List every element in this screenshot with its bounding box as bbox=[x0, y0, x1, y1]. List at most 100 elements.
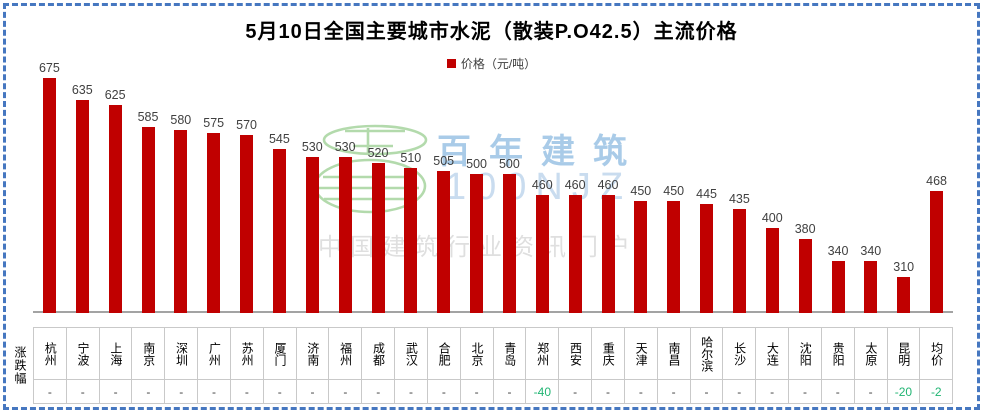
city-name-cell: 太原 bbox=[854, 328, 887, 380]
change-value-cell: - bbox=[441, 384, 446, 399]
price-bar bbox=[75, 100, 89, 313]
table-column: 深圳 - bbox=[164, 328, 198, 403]
table-column: 南京 - bbox=[131, 328, 165, 403]
chart-legend: 价格（元/吨） bbox=[0, 55, 983, 72]
legend-label: 价格（元/吨） bbox=[460, 57, 537, 71]
change-value-cell: - bbox=[343, 384, 348, 399]
price-bar bbox=[404, 168, 418, 313]
bar-value-label: 575 bbox=[203, 116, 225, 130]
city-name-cell: 青岛 bbox=[493, 328, 526, 380]
bar-value-label: 530 bbox=[301, 140, 323, 154]
change-row-label: 涨跌幅 bbox=[13, 346, 27, 385]
bar-value-label: 460 bbox=[531, 178, 553, 192]
bar-value-label: 340 bbox=[860, 244, 882, 258]
city-name-cell: 厦门 bbox=[263, 328, 296, 380]
price-bar bbox=[174, 130, 188, 313]
change-value-cell: - bbox=[802, 384, 807, 399]
table-column: 重庆 - bbox=[591, 328, 624, 403]
city-name-cell: 均价 bbox=[920, 328, 953, 380]
change-value-cell: -2 bbox=[930, 384, 942, 399]
table-column: 福州 - bbox=[328, 328, 362, 403]
table-column: 青岛 - bbox=[492, 328, 526, 403]
price-bar bbox=[338, 157, 352, 313]
city-name-cell: 深圳 bbox=[165, 328, 198, 380]
change-value-cell: - bbox=[113, 384, 118, 399]
change-value-cell: - bbox=[310, 384, 315, 399]
change-value-cell: - bbox=[409, 384, 414, 399]
bar-value-label: 450 bbox=[663, 184, 685, 198]
change-value-cell: - bbox=[179, 384, 184, 399]
price-bar bbox=[108, 105, 122, 313]
price-bar bbox=[831, 261, 845, 313]
change-value-cell: -40 bbox=[533, 384, 551, 399]
city-name-cell: 成都 bbox=[362, 328, 395, 380]
bar-value-label: 450 bbox=[630, 184, 652, 198]
watermark-brand-text: 百年建筑 bbox=[437, 133, 645, 171]
change-value-cell: - bbox=[573, 384, 578, 399]
price-bar bbox=[864, 261, 878, 313]
price-bar bbox=[272, 149, 286, 313]
chart-title: 5月10日全国主要城市水泥（散装P.O42.5）主流价格 bbox=[245, 21, 738, 43]
bar-value-label: 460 bbox=[564, 178, 586, 192]
bar-value-label: 520 bbox=[367, 146, 389, 160]
city-name-cell: 哈尔滨 bbox=[690, 328, 723, 380]
change-value-cell: - bbox=[737, 384, 742, 399]
price-bar bbox=[798, 239, 812, 313]
table-column: 天津 - bbox=[623, 328, 657, 403]
bar-value-label: 500 bbox=[498, 157, 520, 171]
bar-value-label: 400 bbox=[761, 211, 783, 225]
table-column: 大连 - bbox=[755, 328, 789, 403]
city-name-cell: 西安 bbox=[559, 328, 592, 380]
change-value-cell: - bbox=[770, 384, 775, 399]
table-column: 北京 - bbox=[459, 328, 493, 403]
bar-value-label: 500 bbox=[466, 157, 487, 171]
city-name-cell: 济南 bbox=[296, 328, 329, 380]
price-bar bbox=[765, 228, 779, 313]
price-bar bbox=[305, 157, 319, 313]
price-bar bbox=[601, 195, 615, 313]
change-value-cell: - bbox=[605, 384, 610, 399]
bar-value-label: 570 bbox=[236, 118, 257, 132]
legend-swatch-icon bbox=[446, 59, 456, 68]
city-name-cell: 杭州 bbox=[34, 328, 66, 380]
city-name-cell: 广州 bbox=[198, 328, 230, 380]
bar-value-label: 530 bbox=[334, 140, 356, 154]
bar-value-label: 545 bbox=[268, 132, 290, 146]
bar-value-label: 460 bbox=[597, 178, 619, 192]
change-value-cell: - bbox=[212, 384, 217, 399]
table-column: 太原 - bbox=[853, 328, 887, 403]
bar-value-label: 310 bbox=[893, 260, 915, 274]
city-name-cell: 北京 bbox=[460, 328, 493, 380]
city-name-cell: 大连 bbox=[756, 328, 789, 380]
change-value-cell: - bbox=[638, 384, 643, 399]
city-name-cell: 南京 bbox=[132, 328, 165, 380]
price-bar bbox=[930, 191, 944, 313]
change-value-cell: - bbox=[835, 384, 840, 399]
price-bar bbox=[207, 133, 221, 313]
price-bar bbox=[141, 127, 155, 313]
change-value-cell: - bbox=[671, 384, 676, 399]
table-column: 武汉 - bbox=[394, 328, 427, 403]
price-bar bbox=[732, 209, 746, 313]
bar-value-label: 445 bbox=[696, 187, 717, 201]
table-column: 昆明 -20 bbox=[886, 328, 920, 403]
price-bar bbox=[535, 195, 549, 313]
price-bar bbox=[634, 201, 648, 313]
table-column: 沈阳 - bbox=[788, 328, 821, 403]
city-name-cell: 长沙 bbox=[723, 328, 756, 380]
bar-value-label: 435 bbox=[728, 192, 750, 206]
table-column: 郑州 -40 bbox=[525, 328, 559, 403]
change-value-cell: - bbox=[244, 384, 249, 399]
bar-value-label: 468 bbox=[926, 174, 947, 188]
table-column: 厦门 - bbox=[262, 328, 296, 403]
bar-value-label: 580 bbox=[170, 113, 192, 127]
price-bar bbox=[437, 171, 451, 313]
city-name-cell: 沈阳 bbox=[789, 328, 821, 380]
city-name-cell: 南昌 bbox=[657, 328, 690, 380]
table-column: 均价 -2 bbox=[919, 328, 953, 403]
table-column: 长沙 - bbox=[722, 328, 756, 403]
bar-value-label: 625 bbox=[104, 88, 126, 102]
price-bar bbox=[568, 195, 582, 313]
table-column: 上海 - bbox=[98, 328, 132, 403]
